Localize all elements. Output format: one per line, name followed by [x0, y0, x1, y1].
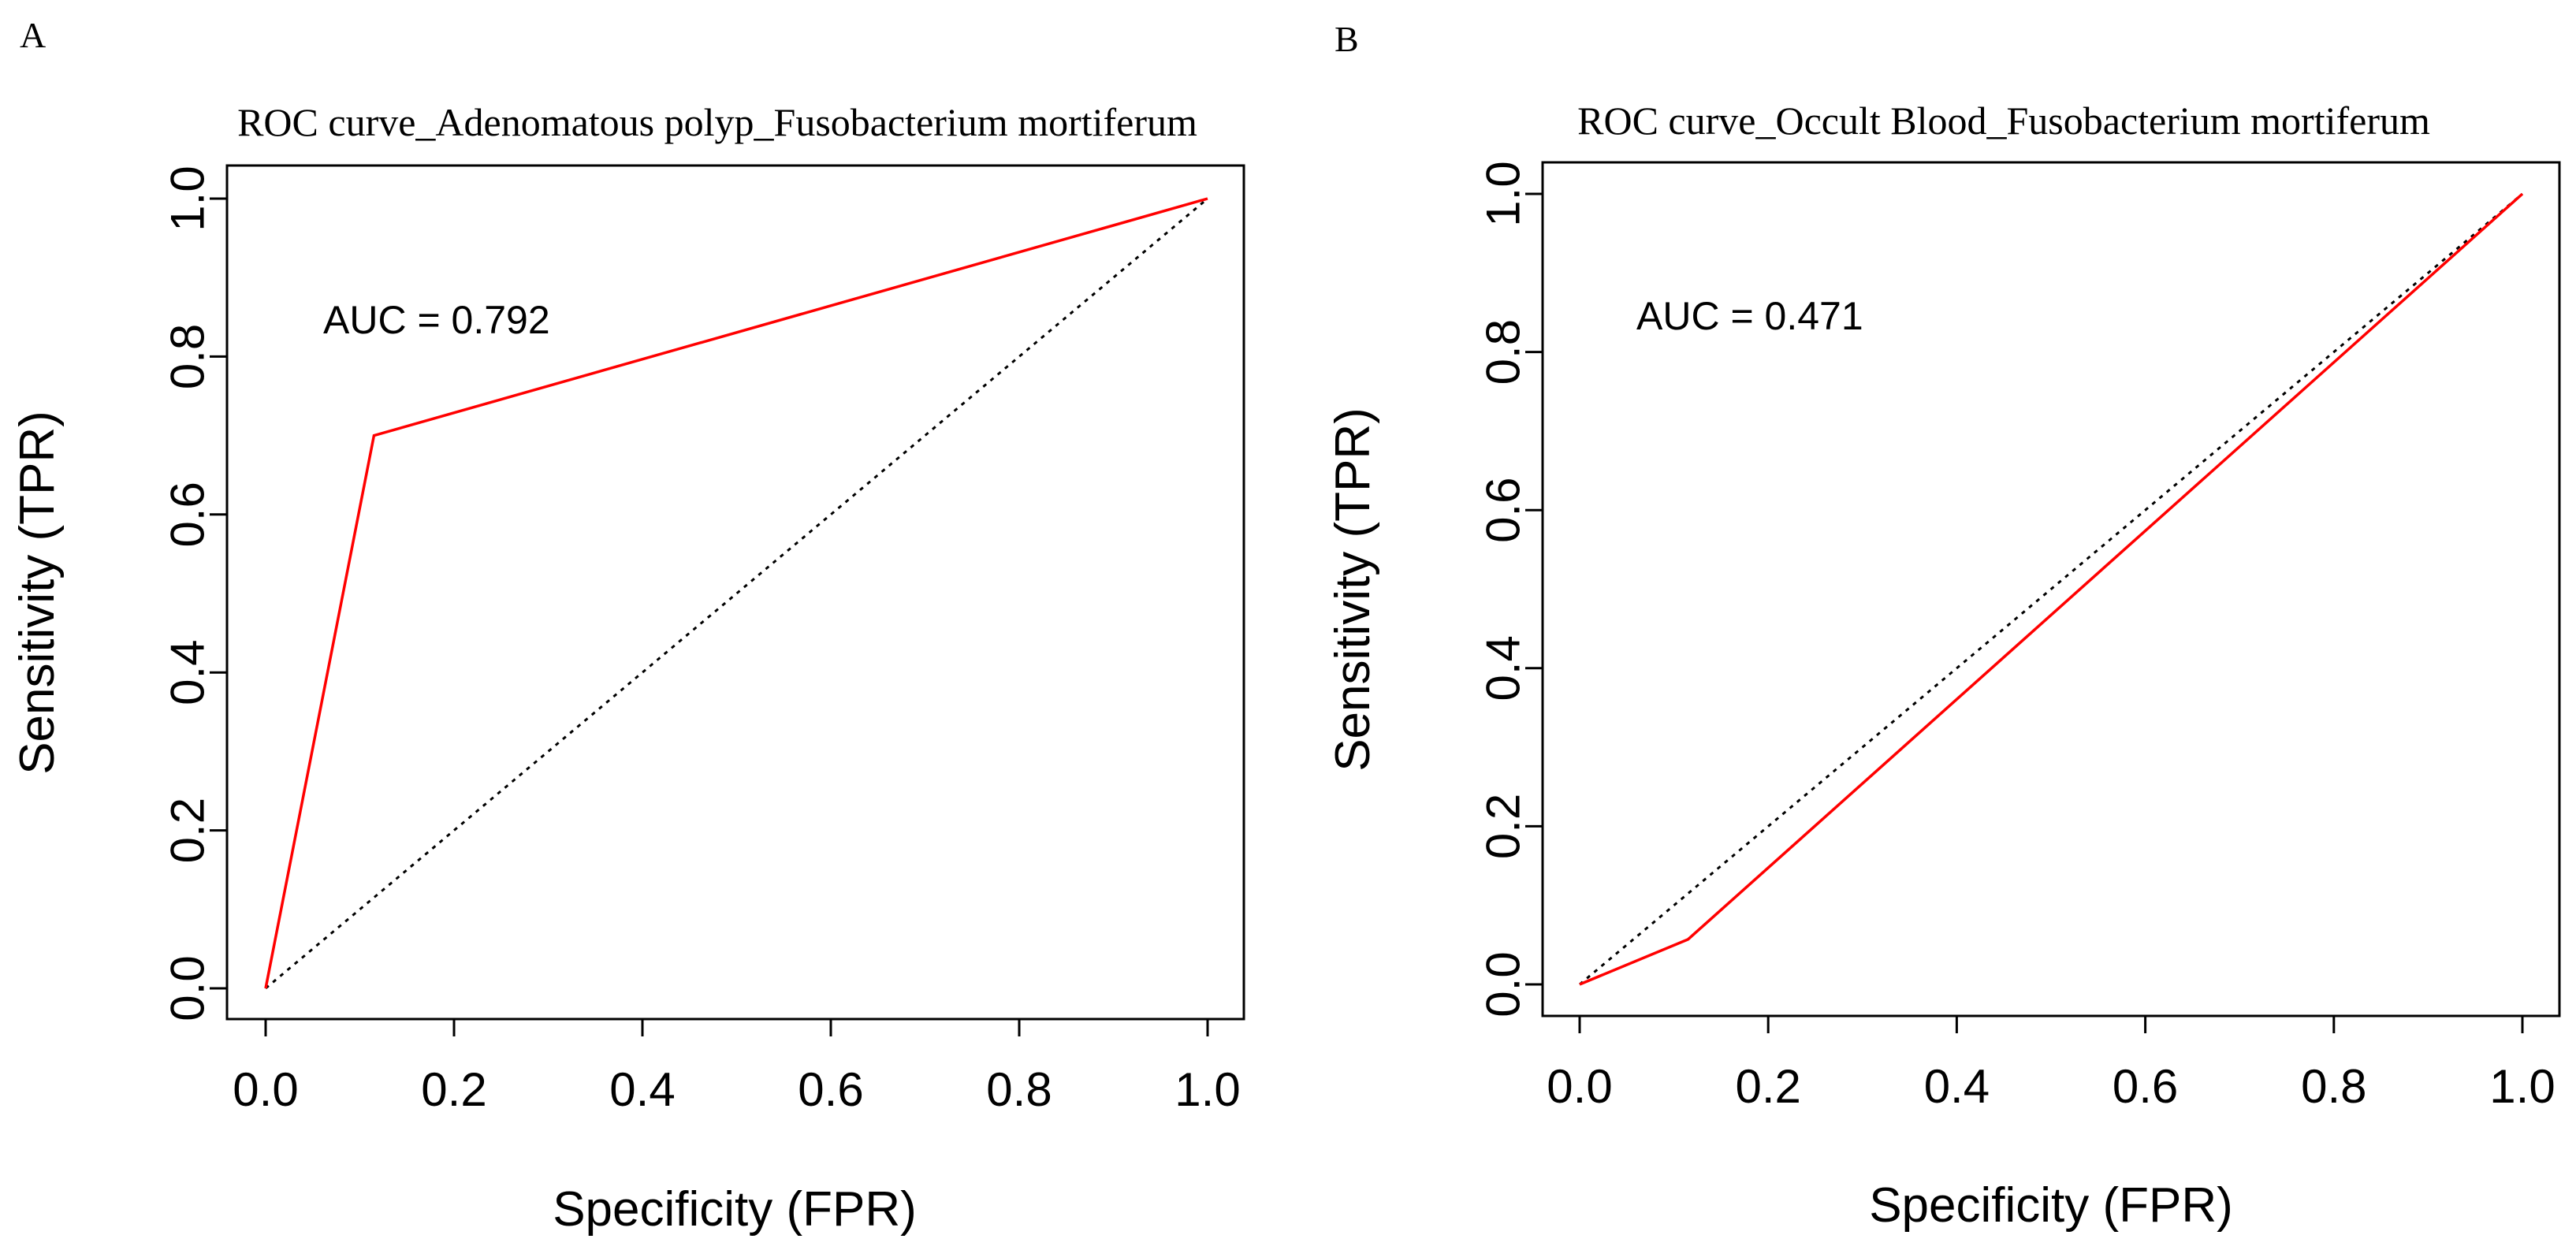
- x-tick-label: 0.6: [798, 1063, 863, 1116]
- y-tick-label: 0.4: [1477, 635, 1530, 701]
- y-tick-label: 0.2: [162, 798, 214, 863]
- roc-curve-line: [264, 197, 1208, 989]
- panel-b-y-axis-label: Sensitivity (TPR): [1326, 407, 1380, 772]
- y-tick-label: 1.0: [162, 166, 214, 231]
- x-tick-label: 1.0: [1174, 1063, 1240, 1116]
- x-tick-label: 0.6: [2113, 1060, 2178, 1113]
- x-tick-label: 0.0: [1547, 1060, 1612, 1113]
- panel-a-title: ROC curve_Adenomatous polyp_Fusobacteriu…: [237, 100, 1197, 144]
- panel-a: A ROC curve_Adenomatous polyp_Fusobacter…: [10, 15, 1245, 1237]
- x-tick-label: 0.0: [233, 1063, 298, 1116]
- panel-a-roc-series: [264, 197, 1208, 989]
- panel-b-x-axis-label: Specificity (FPR): [1869, 1178, 2233, 1233]
- panel-a-reference-diagonal: [265, 197, 1208, 990]
- y-tick-label: 0.6: [1477, 477, 1530, 542]
- panel-b: B ROC curve_Occult Blood_Fusobacterium m…: [1326, 19, 2561, 1233]
- panel-b-reference-diagonal: [1579, 192, 2523, 986]
- x-tick-label: 1.0: [2489, 1060, 2555, 1113]
- panel-b-roc-series: [1579, 192, 2524, 986]
- y-tick-label: 1.0: [1477, 161, 1530, 226]
- panel-b-x-ticks: 0.0 0.2 0.4 0.6 0.8 1.0: [1547, 1016, 2556, 1113]
- panel-a-plot-frame: [225, 164, 1245, 1021]
- y-tick-label: 0.8: [162, 324, 214, 389]
- panel-a-y-axis-label: Sensitivity (TPR): [10, 411, 65, 775]
- panel-a-auc-label: AUC = 0.792: [323, 298, 550, 342]
- panel-a-letter: A: [20, 15, 46, 55]
- panel-a-y-ticks: 0.0 0.2 0.4 0.6 0.8 1.0: [162, 166, 227, 1021]
- x-tick-label: 0.4: [609, 1063, 675, 1116]
- panel-b-auc-label: AUC = 0.471: [1636, 294, 1863, 338]
- panel-b-letter: B: [1335, 19, 1359, 59]
- y-tick-label: 0.0: [162, 955, 214, 1021]
- y-tick-label: 0.6: [162, 482, 214, 547]
- panel-a-x-axis-label: Specificity (FPR): [553, 1182, 917, 1237]
- y-tick-label: 0.2: [1477, 794, 1530, 859]
- panel-b-title: ROC curve_Occult Blood_Fusobacterium mor…: [1577, 99, 2430, 143]
- x-tick-label: 0.2: [1735, 1060, 1800, 1113]
- panel-a-x-ticks: 0.0 0.2 0.4 0.6 0.8 1.0: [233, 1019, 1241, 1116]
- x-tick-label: 0.2: [421, 1063, 486, 1116]
- y-tick-label: 0.8: [1477, 319, 1530, 385]
- panel-b-y-ticks: 0.0 0.2 0.4 0.6 0.8 1.0: [1477, 161, 1543, 1017]
- y-tick-label: 0.4: [162, 639, 214, 705]
- roc-curve-line: [1579, 192, 2524, 986]
- panel-b-plot-frame: [1541, 161, 2561, 1017]
- x-tick-label: 0.8: [2301, 1060, 2366, 1113]
- x-tick-label: 0.4: [1924, 1060, 1990, 1113]
- y-tick-label: 0.0: [1477, 951, 1530, 1017]
- x-tick-label: 0.8: [986, 1063, 1052, 1116]
